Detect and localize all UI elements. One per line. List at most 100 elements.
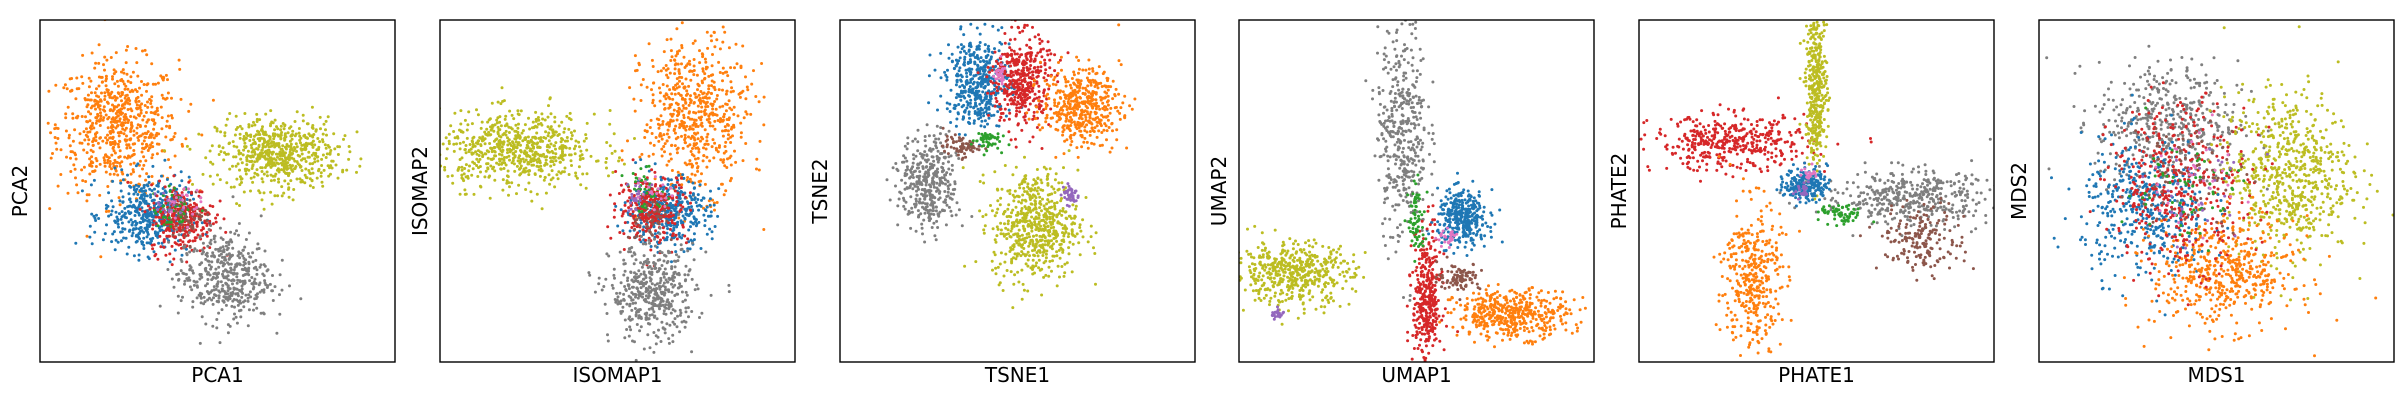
data-point-blue	[90, 212, 94, 216]
data-point-olive	[250, 146, 254, 150]
data-point-gray	[198, 341, 202, 345]
data-point-orange	[699, 179, 703, 183]
data-point-olive	[272, 137, 276, 141]
data-point-olive	[347, 157, 351, 161]
data-point-red	[655, 234, 659, 238]
data-point-orange	[673, 144, 677, 148]
data-point-orange	[707, 96, 711, 100]
data-point-blue	[683, 216, 687, 220]
data-point-olive	[622, 162, 626, 166]
data-point-gray	[622, 298, 626, 302]
data-point-gray	[671, 333, 675, 337]
data-point-blue	[128, 197, 132, 201]
data-point-olive	[497, 146, 501, 150]
data-point-orange	[675, 27, 679, 31]
data-point-orange	[106, 158, 110, 162]
data-point-olive	[521, 157, 525, 161]
data-point-blue	[141, 199, 145, 203]
data-point-orange	[659, 69, 663, 73]
data-point-orange	[94, 135, 98, 139]
data-point-gray	[600, 288, 604, 292]
data-point-olive	[254, 142, 257, 146]
data-point-red	[671, 234, 675, 238]
data-point-olive	[245, 163, 249, 167]
data-point-gray	[681, 300, 685, 304]
data-point-gray	[692, 258, 696, 262]
data-point-orange	[172, 135, 176, 139]
data-point-olive	[269, 190, 273, 194]
data-point-blue	[137, 258, 141, 262]
data-point-red	[201, 232, 205, 236]
data-point-orange	[808, 149, 811, 152]
data-point-blue	[697, 208, 701, 212]
data-point-orange	[704, 147, 708, 151]
data-point-olive	[451, 181, 455, 185]
data-point-red	[152, 243, 156, 247]
data-point-olive	[260, 170, 264, 173]
data-point-orange	[127, 118, 131, 122]
data-point-orange	[703, 128, 707, 132]
data-point-olive	[496, 132, 500, 136]
data-point-gray	[634, 279, 637, 283]
data-point-olive	[272, 163, 276, 166]
data-point-gray	[642, 284, 645, 288]
data-point-blue	[192, 197, 195, 201]
data-point-orange	[124, 117, 128, 121]
data-point-gray	[636, 296, 640, 300]
data-point-olive	[452, 130, 456, 133]
data-point-orange	[707, 90, 710, 94]
data-point-olive	[521, 139, 525, 143]
data-point-red	[152, 201, 156, 205]
data-point-olive	[310, 126, 314, 129]
data-point-olive	[313, 143, 317, 147]
data-point-blue	[690, 205, 693, 209]
data-point-olive	[578, 154, 582, 158]
data-point-orange	[721, 79, 724, 83]
data-point-red	[178, 238, 182, 242]
data-point-gray	[653, 283, 657, 287]
data-point-gray	[241, 279, 245, 283]
data-point-olive	[511, 141, 515, 145]
data-point-orange	[725, 166, 729, 169]
data-point-red	[664, 186, 668, 190]
data-point-orange	[118, 161, 122, 165]
data-point-red	[158, 234, 162, 238]
data-point-red	[138, 207, 142, 211]
data-point-orange	[88, 126, 92, 130]
data-point-orange	[737, 92, 741, 96]
data-point-orange	[708, 121, 712, 125]
data-point-orange	[675, 147, 679, 151]
data-point-gray	[198, 277, 202, 281]
data-point-brown	[663, 212, 667, 216]
data-point-green	[164, 216, 167, 219]
data-point-orange	[112, 149, 116, 153]
data-point-blue	[156, 184, 160, 188]
data-point-olive	[569, 131, 573, 135]
data-point-olive	[321, 153, 325, 157]
data-point-gray	[278, 273, 282, 277]
data-point-gray	[625, 302, 629, 306]
data-point-olive	[441, 142, 445, 146]
data-point-olive	[244, 131, 248, 135]
data-point-olive	[536, 116, 540, 119]
data-point-gray	[239, 251, 243, 255]
data-point-orange	[53, 127, 57, 131]
data-point-orange	[70, 150, 74, 154]
data-point-orange	[721, 71, 725, 75]
data-point-gray	[623, 336, 627, 340]
data-point-gray	[179, 258, 183, 261]
data-point-brown	[171, 233, 175, 237]
data-point-gray	[271, 274, 274, 277]
data-point-orange	[697, 110, 701, 114]
data-point-gray	[207, 228, 211, 231]
data-point-olive	[320, 157, 324, 161]
data-point-red	[620, 214, 624, 218]
data-point-blue	[697, 220, 701, 224]
data-point-olive	[517, 113, 521, 117]
data-point-orange	[664, 97, 668, 101]
data-point-orange	[127, 97, 130, 101]
data-point-gray	[238, 280, 242, 284]
data-point-olive	[286, 161, 290, 165]
data-point-olive	[506, 148, 510, 152]
